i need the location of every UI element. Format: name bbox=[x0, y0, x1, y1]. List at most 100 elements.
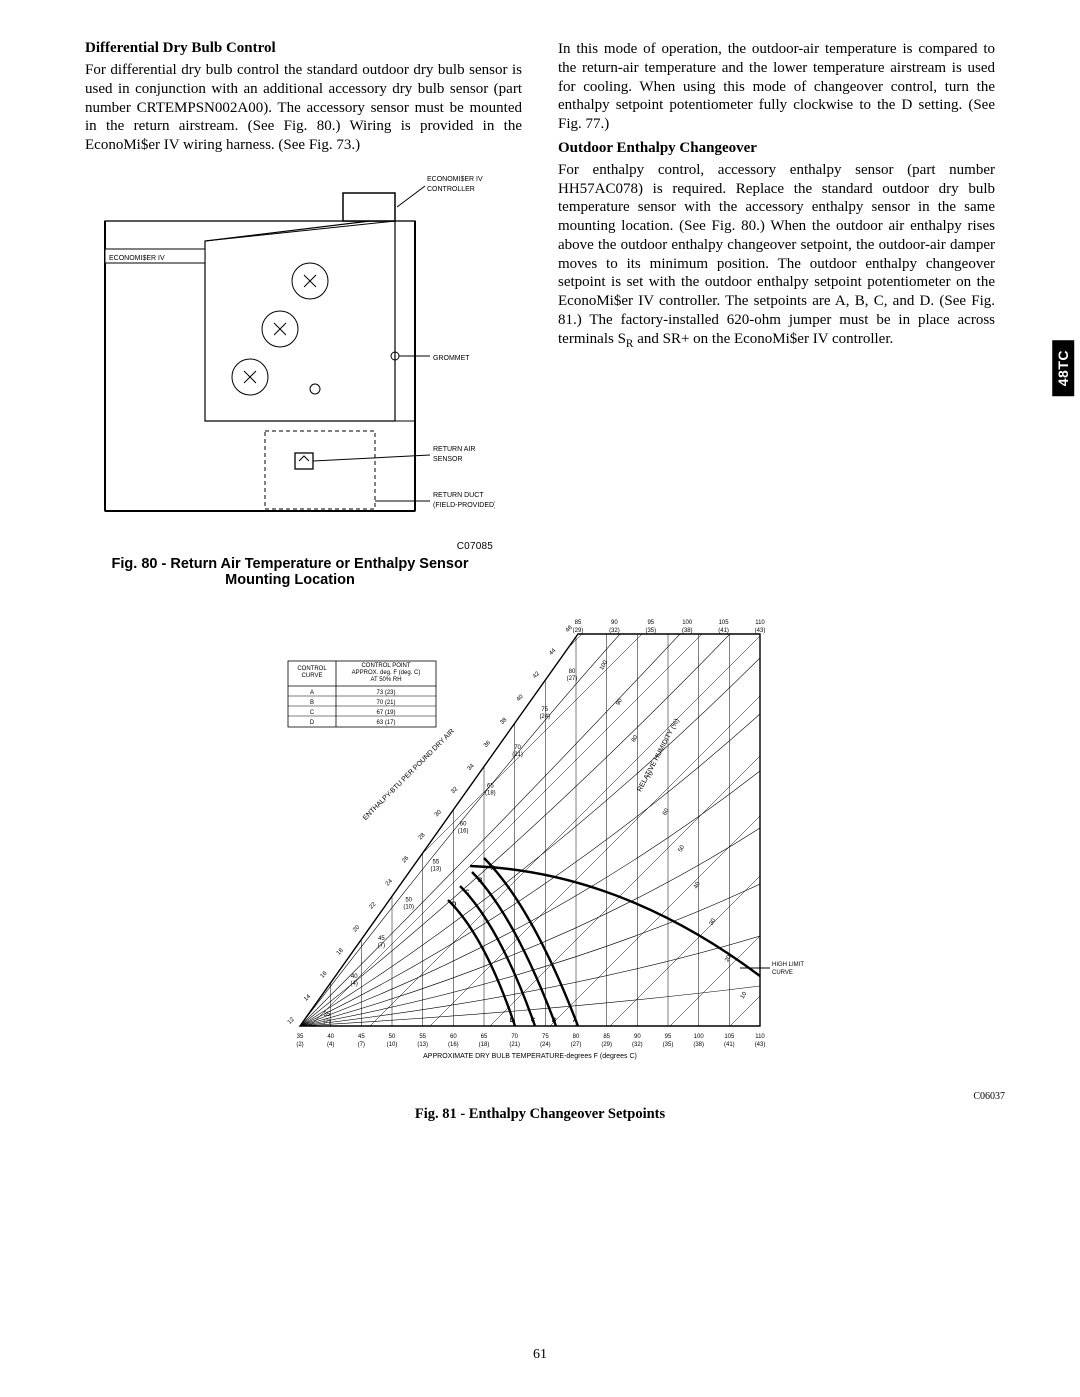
svg-text:63 (17): 63 (17) bbox=[376, 720, 395, 726]
svg-text:D: D bbox=[310, 720, 315, 726]
svg-text:60: 60 bbox=[460, 821, 467, 827]
label-grommet: GROMMET bbox=[433, 355, 470, 362]
figure-81-svg: CONTROLCURVE CONTROL POINTAPPROX. deg. F… bbox=[260, 606, 820, 1086]
svg-text:100: 100 bbox=[599, 659, 609, 671]
svg-text:(24): (24) bbox=[540, 1042, 551, 1048]
svg-text:(2): (2) bbox=[323, 1019, 330, 1025]
svg-text:(29): (29) bbox=[573, 628, 584, 634]
svg-text:50: 50 bbox=[678, 844, 687, 853]
svg-text:30: 30 bbox=[709, 917, 718, 926]
svg-text:(18): (18) bbox=[479, 1042, 490, 1048]
svg-text:44: 44 bbox=[548, 647, 557, 656]
svg-text:35: 35 bbox=[297, 1034, 304, 1040]
enthalpy-axis-label: ENTHALPY-BTU PER POUND DRY AIR bbox=[362, 728, 456, 822]
svg-text:(24): (24) bbox=[539, 714, 550, 720]
para-mode-operation: In this mode of operation, the outdoor-a… bbox=[558, 40, 995, 134]
figure-80: ECONOMI$ER IV ECONOMI$ER IVCONTROLLER GR… bbox=[85, 161, 522, 588]
x-axis-label: APPROXIMATE DRY BULB TEMPERATURE-degrees… bbox=[423, 1053, 637, 1060]
figure-80-svg: ECONOMI$ER IV ECONOMI$ER IVCONTROLLER GR… bbox=[85, 161, 495, 541]
svg-text:(4): (4) bbox=[327, 1042, 334, 1048]
svg-text:34: 34 bbox=[467, 762, 476, 771]
svg-text:90: 90 bbox=[615, 697, 624, 706]
svg-text:A: A bbox=[310, 690, 314, 696]
svg-text:28: 28 bbox=[418, 832, 427, 841]
svg-text:C: C bbox=[531, 1018, 536, 1024]
svg-text:B: B bbox=[310, 700, 314, 706]
svg-text:(16): (16) bbox=[458, 828, 469, 834]
svg-text:(35): (35) bbox=[663, 1042, 674, 1048]
svg-text:C: C bbox=[465, 890, 470, 896]
svg-text:(21): (21) bbox=[509, 1042, 520, 1048]
svg-text:95: 95 bbox=[647, 620, 654, 626]
svg-text:95: 95 bbox=[665, 1034, 672, 1040]
svg-text:73 (23): 73 (23) bbox=[376, 690, 395, 696]
svg-text:70: 70 bbox=[514, 745, 521, 751]
curve-d bbox=[448, 900, 515, 1026]
svg-text:85: 85 bbox=[603, 1034, 610, 1040]
svg-text:22: 22 bbox=[369, 901, 378, 910]
svg-text:(4): (4) bbox=[351, 981, 358, 987]
svg-text:40: 40 bbox=[351, 974, 358, 980]
svg-text:26: 26 bbox=[401, 855, 410, 864]
svg-text:30: 30 bbox=[434, 809, 443, 818]
svg-text:35: 35 bbox=[324, 1012, 331, 1018]
svg-text:B: B bbox=[552, 1018, 557, 1024]
label-economiser: ECONOMI$ER IV bbox=[109, 255, 165, 262]
svg-text:80: 80 bbox=[569, 669, 576, 675]
svg-text:B: B bbox=[478, 878, 483, 884]
right-column: In this mode of operation, the outdoor-a… bbox=[558, 40, 995, 357]
svg-text:40: 40 bbox=[327, 1034, 334, 1040]
svg-text:(27): (27) bbox=[571, 1042, 582, 1048]
svg-text:80: 80 bbox=[573, 1034, 580, 1040]
svg-text:(41): (41) bbox=[724, 1042, 735, 1048]
svg-text:100: 100 bbox=[682, 620, 693, 626]
svg-text:110: 110 bbox=[755, 1034, 765, 1040]
svg-text:24: 24 bbox=[385, 878, 394, 887]
svg-text:10: 10 bbox=[740, 990, 749, 999]
figure-80-code: C07085 bbox=[85, 541, 495, 552]
svg-text:70 (21): 70 (21) bbox=[376, 700, 395, 706]
svg-text:80: 80 bbox=[631, 734, 640, 743]
svg-text:(16): (16) bbox=[448, 1042, 459, 1048]
svg-text:55: 55 bbox=[419, 1034, 426, 1040]
svg-text:105: 105 bbox=[719, 620, 730, 626]
svg-text:50: 50 bbox=[389, 1034, 396, 1040]
high-limit-label: HIGH LIMITCURVE bbox=[772, 962, 804, 976]
label-controller: ECONOMI$ER IVCONTROLLER bbox=[427, 176, 483, 193]
svg-text:75: 75 bbox=[541, 707, 548, 713]
svg-text:70: 70 bbox=[511, 1034, 518, 1040]
svg-text:40: 40 bbox=[516, 693, 525, 702]
figure-81-code: C06037 bbox=[85, 1091, 1005, 1102]
svg-text:(7): (7) bbox=[358, 1042, 365, 1048]
svg-text:38: 38 bbox=[499, 716, 508, 725]
svg-text:12: 12 bbox=[287, 1016, 296, 1025]
para-differential: For differential dry bulb control the st… bbox=[85, 61, 522, 155]
two-column-layout: Differential Dry Bulb Control For differ… bbox=[85, 40, 995, 588]
svg-text:(38): (38) bbox=[682, 628, 693, 634]
svg-text:20: 20 bbox=[352, 924, 361, 933]
svg-text:(35): (35) bbox=[645, 628, 656, 634]
figure-81: CONTROLCURVE CONTROL POINTAPPROX. deg. F… bbox=[85, 606, 995, 1123]
svg-text:(43): (43) bbox=[755, 628, 766, 634]
svg-text:(7): (7) bbox=[378, 943, 385, 949]
svg-text:(18): (18) bbox=[485, 790, 496, 796]
svg-text:16: 16 bbox=[320, 970, 329, 979]
figure-81-caption: Fig. 81 - Enthalpy Changeover Setpoints bbox=[85, 1106, 995, 1123]
svg-text:(27): (27) bbox=[567, 676, 578, 682]
svg-text:(38): (38) bbox=[693, 1042, 704, 1048]
para-outdoor-enthalpy: For enthalpy control, accessory enthalpy… bbox=[558, 161, 995, 351]
svg-text:(13): (13) bbox=[417, 1042, 428, 1048]
figure-80-caption: Fig. 80 - Return Air Temperature or Enth… bbox=[85, 556, 495, 588]
svg-text:67 (19): 67 (19) bbox=[376, 710, 395, 716]
svg-text:60: 60 bbox=[662, 807, 671, 816]
svg-text:65: 65 bbox=[487, 783, 494, 789]
svg-text:110: 110 bbox=[755, 620, 765, 626]
svg-text:A: A bbox=[573, 1018, 578, 1024]
svg-text:(29): (29) bbox=[601, 1042, 612, 1048]
svg-text:14: 14 bbox=[303, 993, 312, 1002]
page-number: 61 bbox=[0, 1347, 1080, 1363]
svg-text:90: 90 bbox=[611, 620, 618, 626]
svg-text:A: A bbox=[491, 866, 496, 872]
svg-text:85: 85 bbox=[575, 620, 582, 626]
svg-text:60: 60 bbox=[450, 1034, 457, 1040]
